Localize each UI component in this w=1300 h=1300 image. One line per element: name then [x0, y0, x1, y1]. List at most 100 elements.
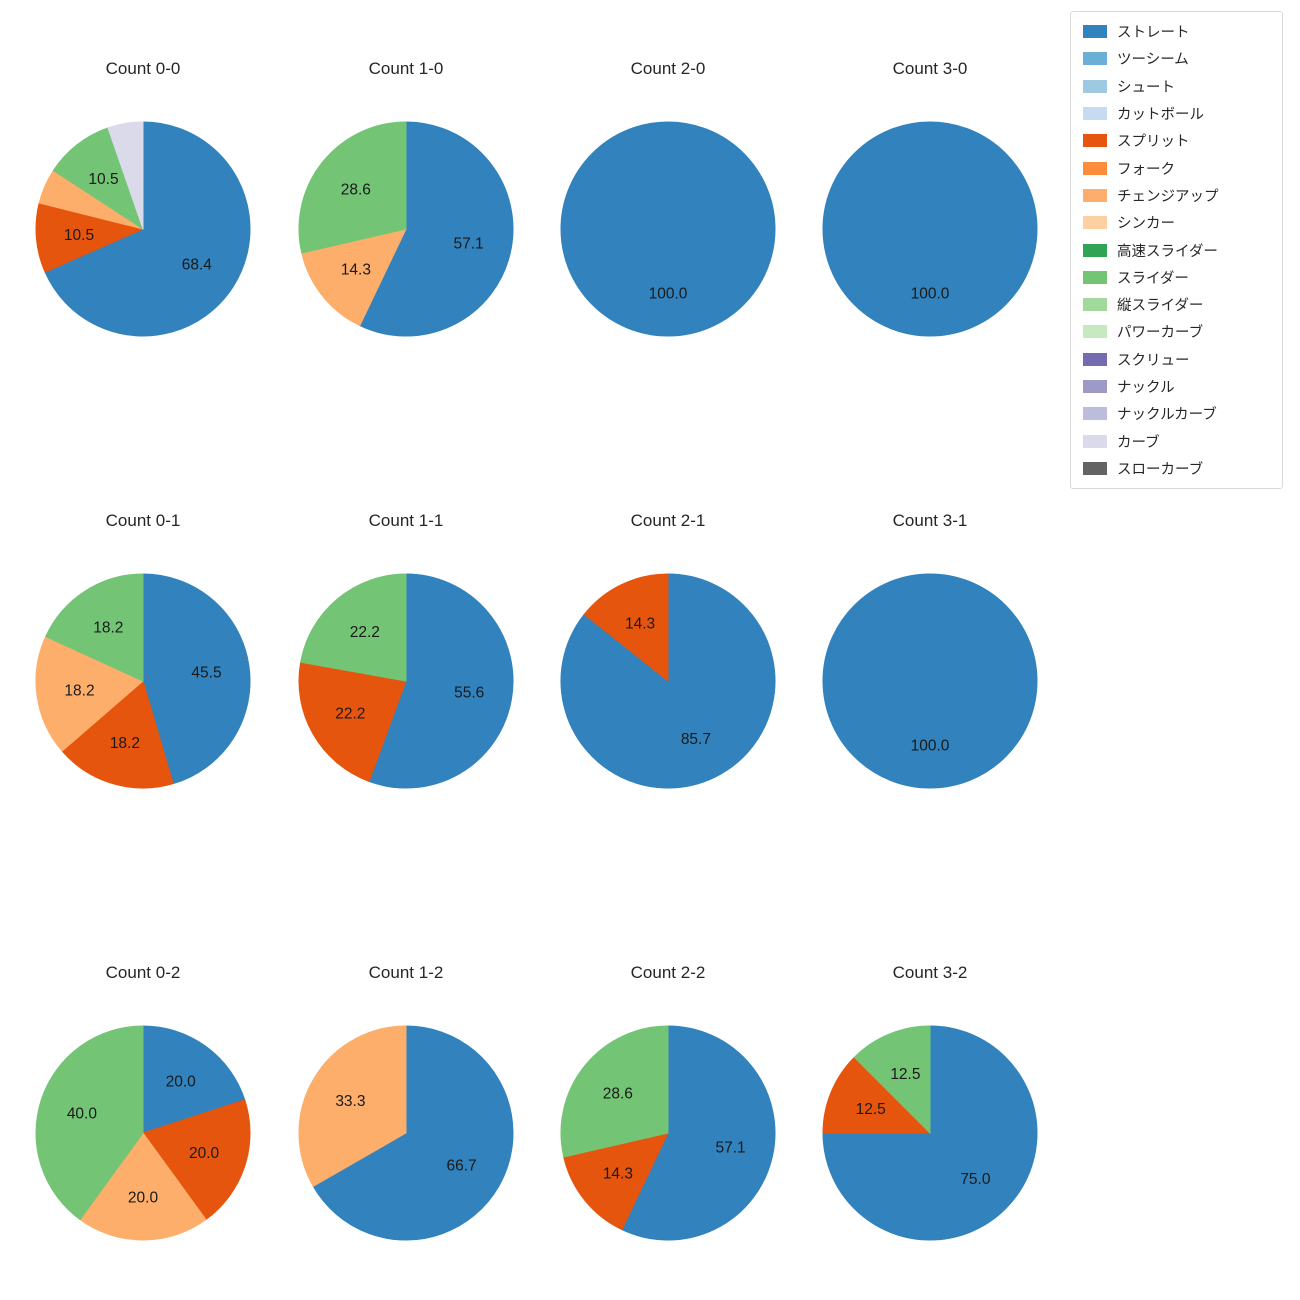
- pie-percentage-label: 45.5: [191, 664, 221, 681]
- pie-slice: [822, 121, 1038, 337]
- pie-percentage-label: 18.2: [64, 683, 94, 700]
- legend-color-swatch-icon: [1083, 216, 1107, 230]
- pie-percentage-label: 57.1: [454, 236, 484, 253]
- legend-item-label: 縦スライダー: [1117, 298, 1204, 315]
- legend-color-swatch-icon: [1083, 270, 1107, 284]
- legend-color-swatch-icon: [1083, 161, 1107, 175]
- pie-percentage-label: 57.1: [716, 1140, 746, 1157]
- pie-percentage-label: 12.5: [856, 1101, 886, 1118]
- legend-item: スローカーブ: [1083, 458, 1270, 479]
- chart-title: Count 2-2: [630, 963, 706, 982]
- legend-color-swatch-icon: [1083, 25, 1107, 38]
- pie-svg: 20.0 20.0 20.0 40.0: [35, 1025, 251, 1241]
- legend-item: ツーシーム: [1083, 48, 1270, 69]
- legend-item-label: パワーカーブ: [1117, 325, 1204, 342]
- pie-chart-count-2-0: Count 2-0 100.0: [548, 56, 788, 354]
- pie-chart-count-0-2: Count 0-2 20.0 20.0 20.0 40.0: [23, 960, 263, 1258]
- pie-slice: [44, 121, 251, 337]
- legend-color-swatch-icon: [1083, 79, 1107, 93]
- pie-chart-count-2-1: Count 2-1 85.7 14.3: [548, 508, 788, 806]
- pie-percentage-label: 20.0: [128, 1190, 159, 1207]
- pie-percentage-label: 28.6: [603, 1085, 633, 1102]
- pie-slice: [142, 573, 251, 785]
- legend-item-label: スクリュー: [1117, 352, 1190, 369]
- legend-color-swatch-icon: [1083, 134, 1107, 148]
- legend-item: ナックルカーブ: [1083, 403, 1270, 424]
- pie-svg: 55.6 22.2 22.2: [298, 573, 514, 789]
- pie-percentage-label: 20.0: [166, 1074, 197, 1091]
- pie-percentage-label: 22.2: [350, 624, 380, 641]
- pie-svg: 66.7 33.3: [298, 1025, 514, 1241]
- legend: ストレート ツーシーム シュート カットボール スプリット フォーク チェンジアップ シンカー…: [1070, 11, 1283, 489]
- pie-slice: [35, 635, 144, 752]
- pie-percentage-label: 85.7: [681, 731, 711, 748]
- legend-item: チェンジアップ: [1083, 185, 1270, 206]
- legend-color-swatch-icon: [1083, 462, 1107, 475]
- legend-item-label: ナックルカーブ: [1117, 407, 1217, 424]
- pie-percentage-label: 68.4: [182, 257, 213, 274]
- pie-svg: 45.5 18.2 18.2 18.2: [35, 573, 251, 789]
- legend-item: シンカー: [1083, 212, 1270, 233]
- pie-percentage-label: 75.0: [960, 1171, 991, 1188]
- pie-slice: [301, 228, 407, 327]
- pie-slice: [142, 1099, 251, 1221]
- pie-svg: 57.1 14.3 28.6: [298, 121, 514, 337]
- pie-percentage-label: 14.3: [603, 1166, 633, 1183]
- pie-percentage-label: 66.7: [447, 1158, 477, 1175]
- pie-slice: [822, 573, 1038, 789]
- pie-chart-count-2-2: Count 2-2 57.1 14.3 28.6: [548, 960, 788, 1258]
- pie-percentage-label: 22.2: [335, 705, 365, 722]
- legend-item: ストレート: [1083, 21, 1270, 42]
- pie-slice: [583, 573, 669, 683]
- pie-percentage-label: 18.2: [110, 735, 140, 752]
- pie-slice: [359, 121, 514, 337]
- pie-slice: [79, 1132, 207, 1241]
- legend-item-label: ストレート: [1117, 25, 1190, 41]
- pie-slice: [142, 1025, 246, 1134]
- legend-item-label: ナックル: [1117, 380, 1175, 397]
- chart-title: Count 3-0: [892, 59, 968, 78]
- pie-slice: [563, 1132, 669, 1231]
- legend-color-swatch-icon: [1083, 325, 1107, 339]
- legend-color-swatch-icon: [1083, 434, 1107, 448]
- legend-item: ナックル: [1083, 376, 1270, 397]
- legend-item-label: シュート: [1117, 79, 1175, 96]
- pie-percentage-label: 20.0: [189, 1145, 220, 1162]
- pie-chart-count-3-0: Count 3-0 100.0: [810, 56, 1050, 354]
- legend-color-swatch-icon: [1083, 352, 1107, 366]
- pie-percentage-label: 10.5: [88, 171, 118, 188]
- pie-svg: 85.7 14.3: [560, 573, 776, 789]
- legend-item-label: スプリット: [1117, 134, 1190, 151]
- pie-chart-count-0-1: Count 0-1 45.5 18.2 18.2 18.2: [23, 508, 263, 806]
- pie-slice: [298, 1025, 407, 1187]
- legend-item: カットボール: [1083, 103, 1270, 124]
- pie-chart-count-3-2: Count 3-2 75.0 12.5 12.5: [810, 960, 1050, 1258]
- pie-slice: [560, 121, 776, 337]
- legend-item-label: カットボール: [1117, 106, 1204, 123]
- pie-percentage-label: 10.5: [64, 227, 94, 244]
- chart-title: Count 2-1: [630, 511, 706, 530]
- pie-slice: [300, 573, 407, 682]
- legend-color-swatch-icon: [1083, 243, 1107, 257]
- legend-item-label: カーブ: [1117, 434, 1160, 451]
- legend-item: 縦スライダー: [1083, 294, 1270, 315]
- legend-item-label: 高速スライダー: [1117, 243, 1218, 260]
- pie-slice: [822, 1056, 932, 1134]
- pie-slice: [45, 573, 144, 682]
- pie-slice: [52, 127, 144, 231]
- pie-percentage-label: 14.3: [625, 616, 655, 633]
- legend-item-label: スライダー: [1117, 270, 1189, 287]
- pie-percentage-label: 12.5: [890, 1066, 920, 1083]
- legend-color-swatch-icon: [1083, 298, 1107, 312]
- chart-title: Count 1-1: [368, 511, 444, 530]
- chart-title: Count 0-0: [105, 59, 181, 78]
- pie-slice: [298, 661, 407, 783]
- pie-slice: [298, 121, 407, 254]
- pie-percentage-label: 40.0: [67, 1106, 98, 1123]
- pie-slice: [368, 573, 514, 789]
- legend-item-label: チェンジアップ: [1117, 188, 1219, 205]
- legend-item-label: ツーシーム: [1117, 52, 1189, 69]
- pie-slice: [621, 1025, 776, 1241]
- pie-percentage-label: 100.0: [911, 738, 950, 755]
- legend-color-swatch-icon: [1083, 188, 1107, 202]
